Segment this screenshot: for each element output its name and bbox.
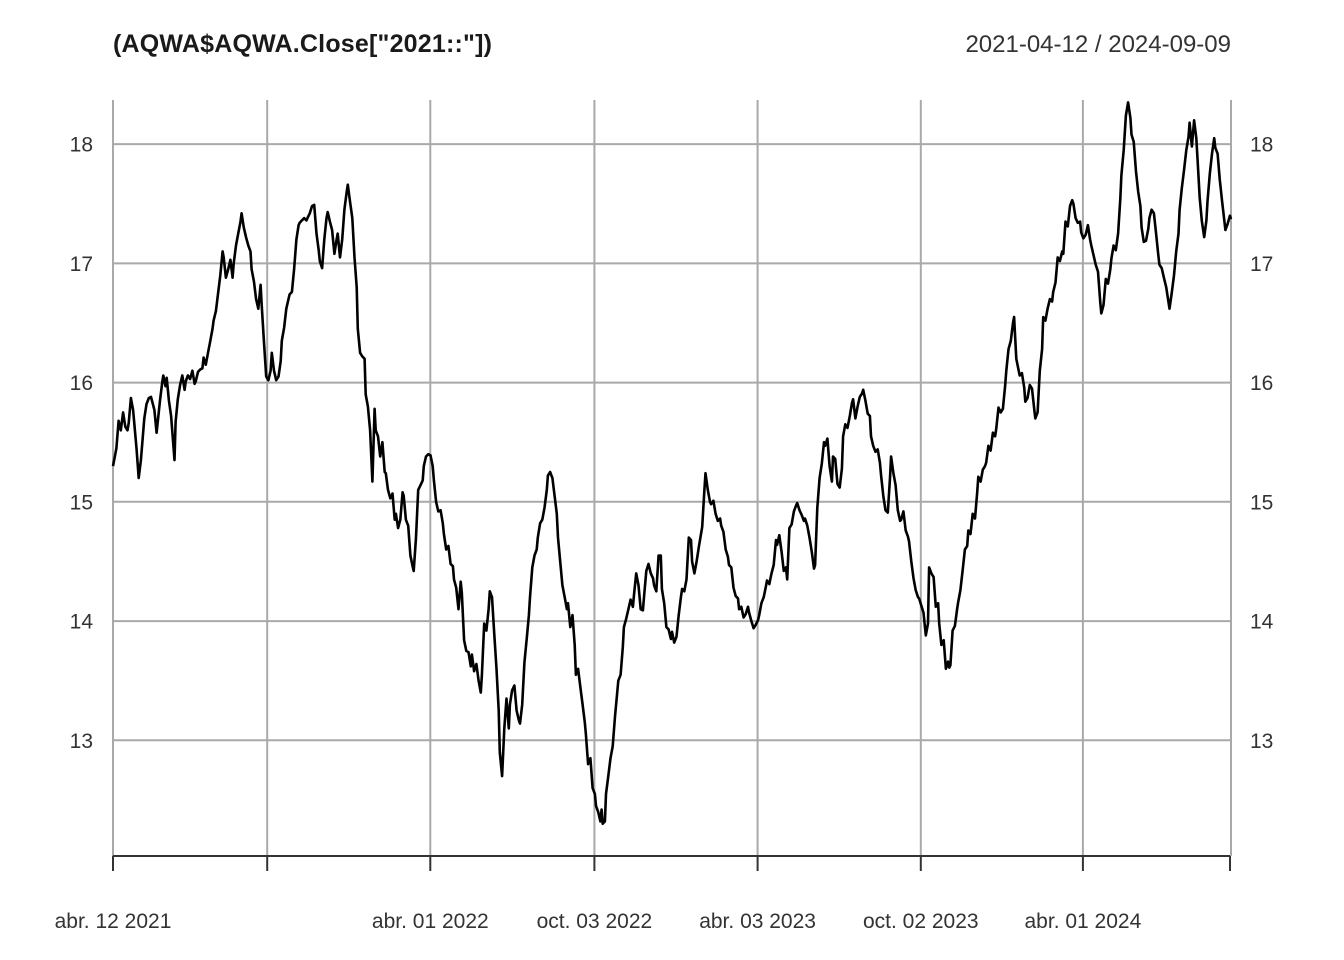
y-tick-label-left: 16 — [70, 372, 93, 395]
x-tick-label: abr. 01 2024 — [1025, 910, 1142, 933]
y-tick-label-left: 17 — [70, 253, 93, 276]
x-tick-label: oct. 03 2022 — [537, 910, 653, 933]
y-tick-label-right: 14 — [1250, 611, 1274, 634]
x-tick-label: abr. 03 2023 — [699, 910, 816, 933]
y-tick-label-right: 17 — [1250, 253, 1273, 276]
x-tick-label: oct. 02 2023 — [863, 910, 979, 933]
x-tick-label: abr. 01 2022 — [372, 910, 489, 933]
close-price-series — [111, 101, 1233, 826]
y-tick-label-right: 18 — [1250, 134, 1273, 157]
y-tick-label-left: 13 — [70, 730, 93, 753]
x-tick-label: abr. 12 2021 — [55, 910, 172, 933]
y-tick-label-right: 13 — [1250, 730, 1273, 753]
chart-title: (AQWA$AQWA.Close["2021::"]) — [113, 30, 493, 58]
date-range-label: 2021-04-12 / 2024-09-09 — [965, 31, 1231, 58]
y-tick-label-left: 14 — [70, 611, 94, 634]
y-tick-label-right: 16 — [1250, 372, 1273, 395]
y-tick-label-right: 15 — [1250, 491, 1273, 514]
y-tick-label-left: 18 — [70, 134, 93, 157]
y-tick-label-left: 15 — [70, 491, 93, 514]
